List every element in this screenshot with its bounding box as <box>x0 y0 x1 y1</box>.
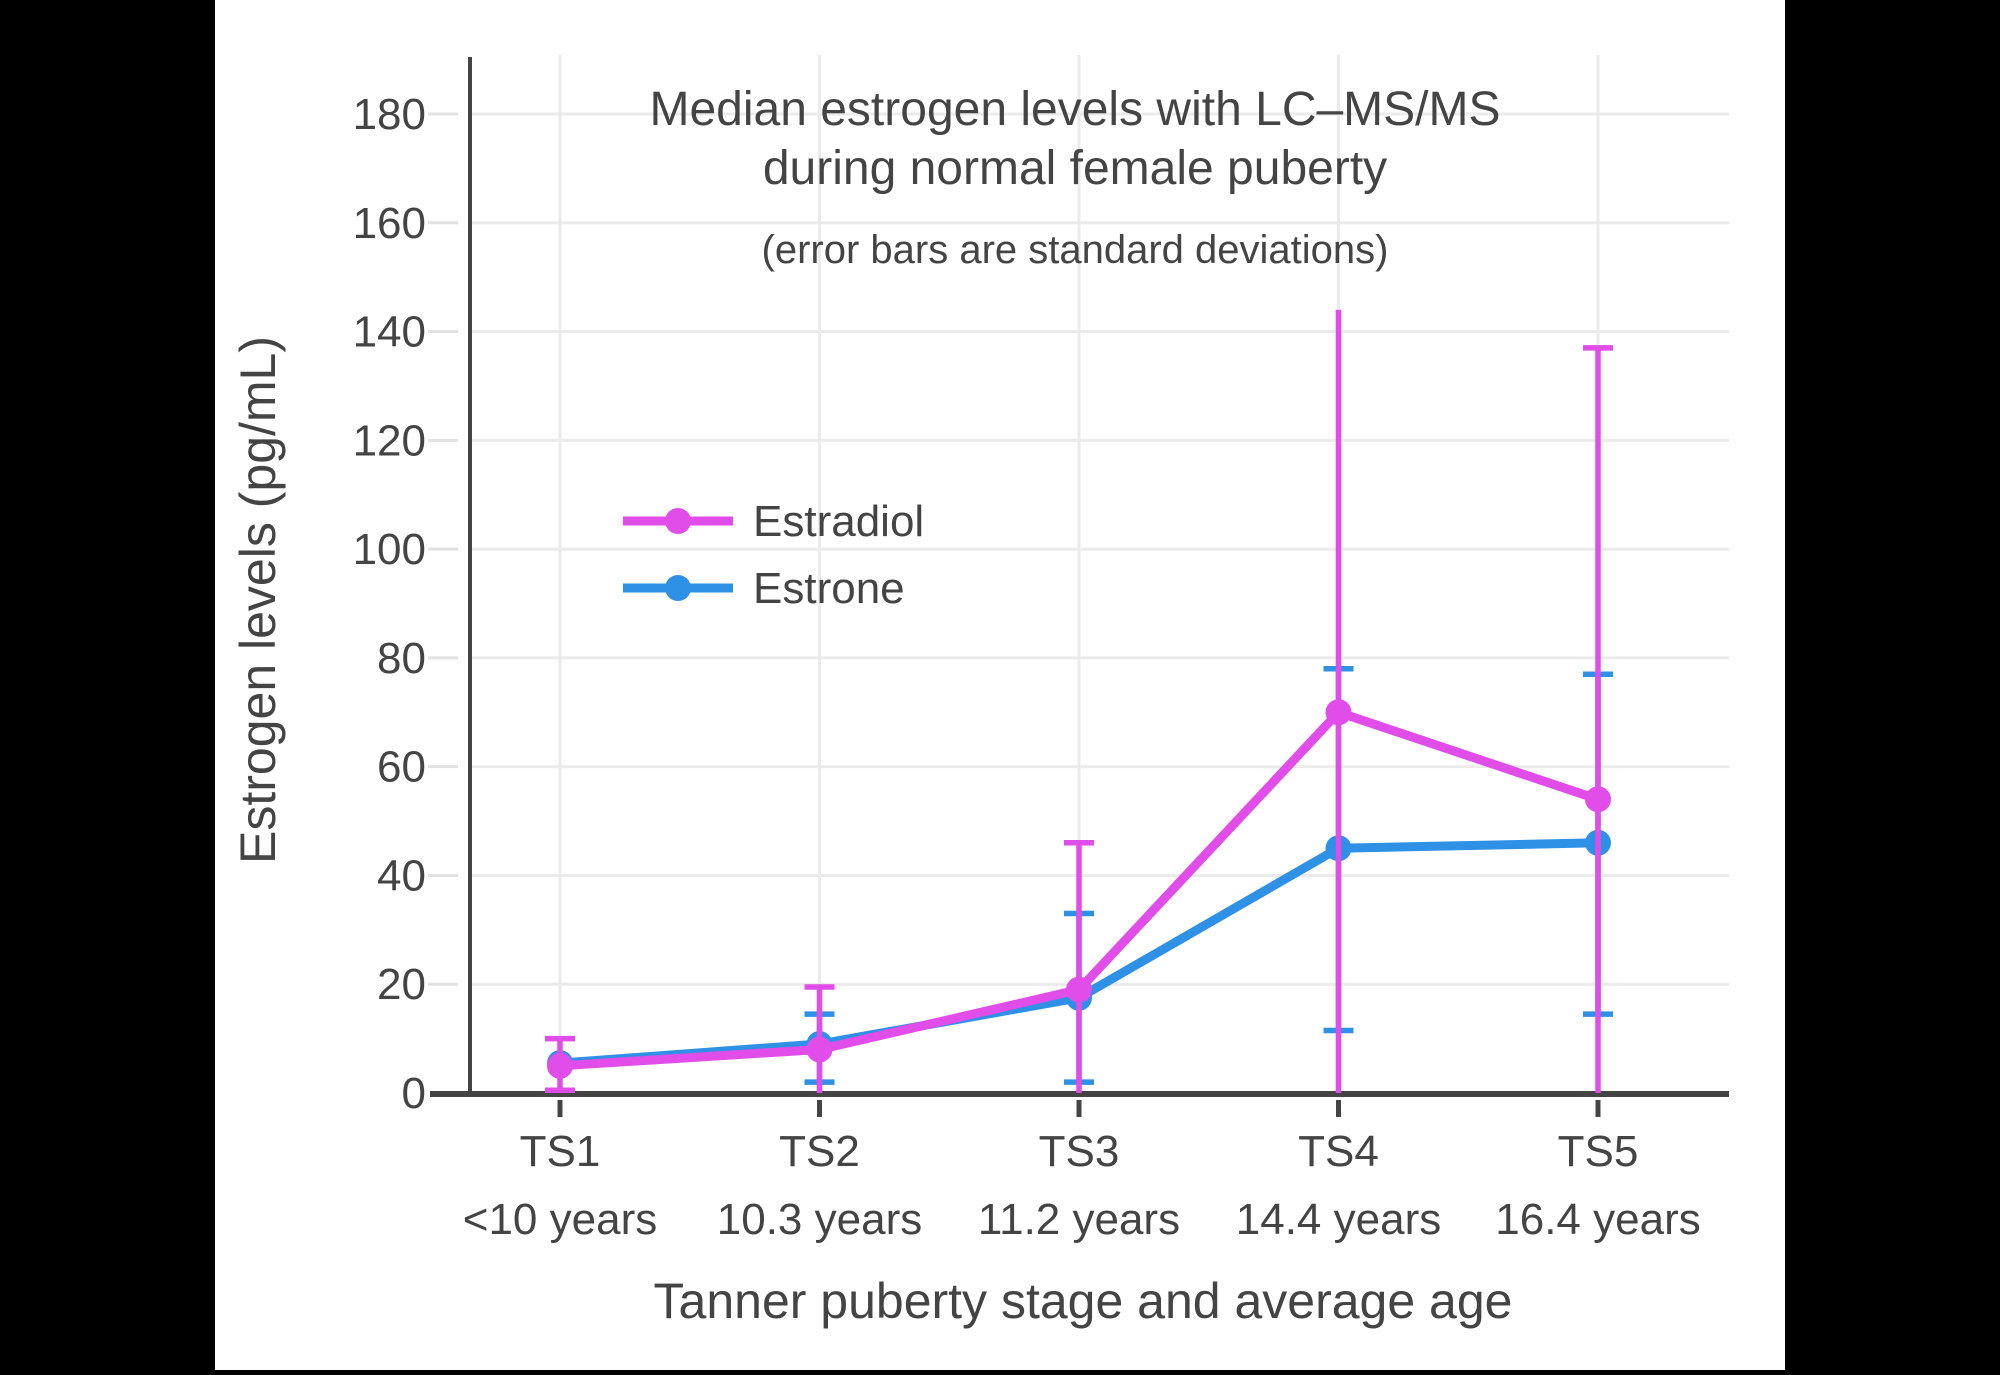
y-tick-label: 100 <box>353 525 426 574</box>
x-tick-label: TS3 <box>1039 1127 1120 1176</box>
x-age-label: 16.4 years <box>1495 1195 1700 1244</box>
y-tick-label: 40 <box>377 851 426 900</box>
x-tick-label: TS5 <box>1558 1127 1639 1176</box>
data-series <box>545 309 1613 1094</box>
chart-subtitle: (error bars are standard deviations) <box>762 228 1389 272</box>
y-tick-label: 60 <box>377 743 426 792</box>
x-age-label: 11.2 years <box>978 1195 1180 1244</box>
legend-label-estradiol[interactable]: Estradiol <box>753 497 924 546</box>
x-age-label: 14.4 years <box>1236 1195 1441 1244</box>
data-point-marker <box>1585 786 1611 813</box>
x-tick-label: TS2 <box>779 1127 860 1176</box>
data-point-marker <box>1066 976 1092 1003</box>
legend-sample-marker[interactable] <box>665 508 691 534</box>
x-tick-label: TS1 <box>520 1127 601 1176</box>
chart-title-line-1: Median estrogen levels with LC–MS/MS <box>649 83 1500 136</box>
y-axis-title: Estrogen levels (pg/mL) <box>230 336 286 864</box>
data-point-marker <box>547 1052 573 1079</box>
legend-samples <box>623 508 733 601</box>
x-axis-title: Tanner puberty stage and average age <box>654 1273 1513 1329</box>
x-tick-label: TS4 <box>1298 1127 1379 1176</box>
line-chart: 0 20 40 60 80 100 120 140 160 180 TS1 TS2 TS3 TS4 TS5 <… <box>230 55 1729 1329</box>
series-estradiol <box>545 309 1613 1094</box>
data-point-marker <box>1325 699 1352 726</box>
legend-sample-marker[interactable] <box>665 575 691 601</box>
y-tick-label: 80 <box>377 634 426 683</box>
tick-labels: 0 20 40 60 80 100 120 140 160 180 TS1 TS2 TS3 TS4 TS5 <… <box>353 90 1701 1244</box>
chart-canvas: 0 20 40 60 80 100 120 140 160 180 TS1 TS2 TS3 TS4 TS5 <… <box>215 0 1785 1370</box>
y-tick-label: 160 <box>353 199 426 248</box>
y-tick-label: 140 <box>353 308 426 357</box>
y-tick-label: 180 <box>353 90 426 139</box>
x-age-label: <10 years <box>463 1195 657 1244</box>
chart-title-line-2: during normal female puberty <box>763 142 1387 195</box>
y-tick-label: 0 <box>402 1069 426 1118</box>
legend-label-estrone[interactable]: Estrone <box>753 564 905 613</box>
axes <box>430 57 1729 1117</box>
y-tick-label: 20 <box>377 960 426 1009</box>
y-tick-label: 120 <box>353 416 426 465</box>
data-point-marker <box>806 1036 833 1063</box>
x-age-label: 10.3 years <box>717 1195 922 1244</box>
